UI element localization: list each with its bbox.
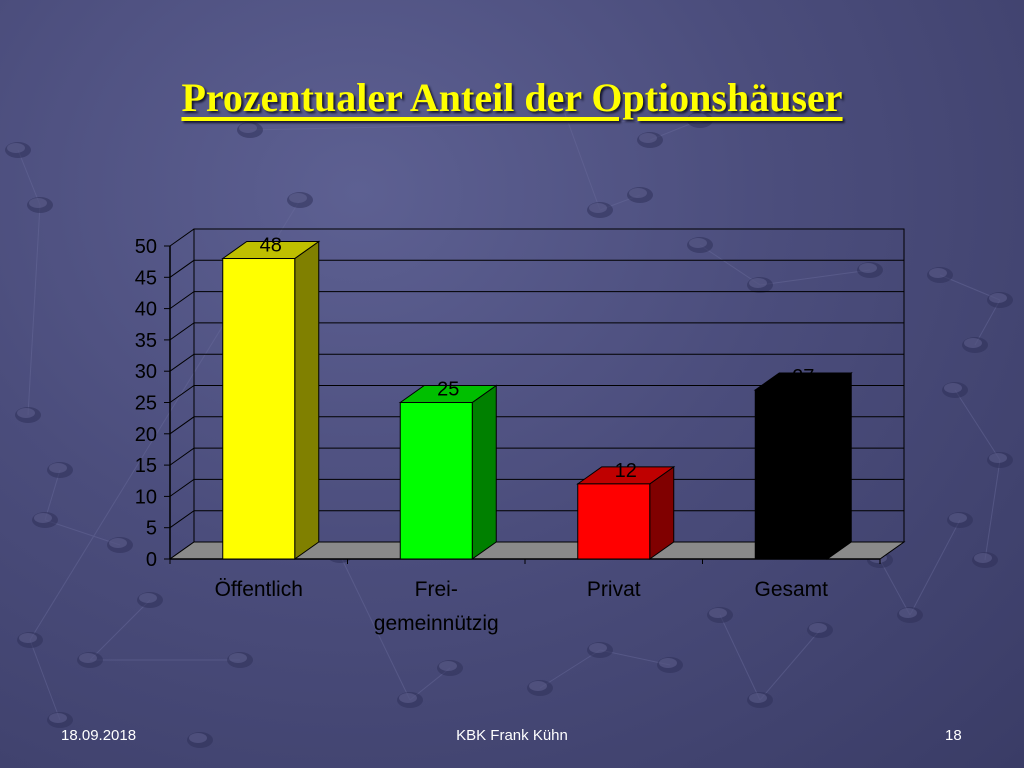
- y-tick-label: 0: [146, 549, 157, 571]
- footer-author: KBK Frank Kühn: [456, 727, 568, 744]
- bar: [221, 240, 321, 560]
- y-tick-label: 5: [146, 518, 157, 540]
- bar: [576, 465, 676, 560]
- bar: [753, 372, 853, 560]
- y-tick-label: 40: [135, 299, 157, 321]
- gridline: [169, 416, 904, 435]
- gridline: [169, 291, 904, 310]
- x-tick-label: Gesamt: [754, 578, 828, 601]
- x-tick-label: Frei-gemeinnützig: [374, 578, 499, 635]
- data-label: 12: [615, 460, 637, 482]
- gridline: [169, 259, 904, 278]
- data-label: 48: [260, 235, 282, 257]
- y-tick-label: 30: [135, 361, 157, 383]
- slide-title: Prozentualer Anteil der Optionshäuser: [181, 75, 843, 120]
- y-tick-label: 50: [135, 236, 157, 258]
- data-label: 25: [437, 379, 459, 401]
- y-tick-label: 35: [135, 330, 157, 352]
- y-tick-label: 25: [135, 393, 157, 415]
- y-tick-label: 15: [135, 455, 157, 477]
- y-tick-label: 20: [135, 424, 157, 446]
- footer-page-number: 18: [945, 727, 962, 744]
- footer-date: 18.09.2018: [61, 727, 137, 744]
- gridline: [169, 228, 904, 247]
- gridline: [169, 322, 904, 341]
- y-tick-label: 10: [135, 486, 157, 508]
- y-tick-label: 45: [135, 267, 157, 289]
- bar: [398, 384, 498, 560]
- x-tick-label: Öffentlich: [215, 578, 303, 601]
- gridline: [169, 353, 904, 372]
- x-tick-label: Privat: [587, 578, 641, 601]
- gridline: [169, 385, 904, 403]
- data-label: 27: [792, 366, 814, 388]
- gridline: [169, 447, 904, 466]
